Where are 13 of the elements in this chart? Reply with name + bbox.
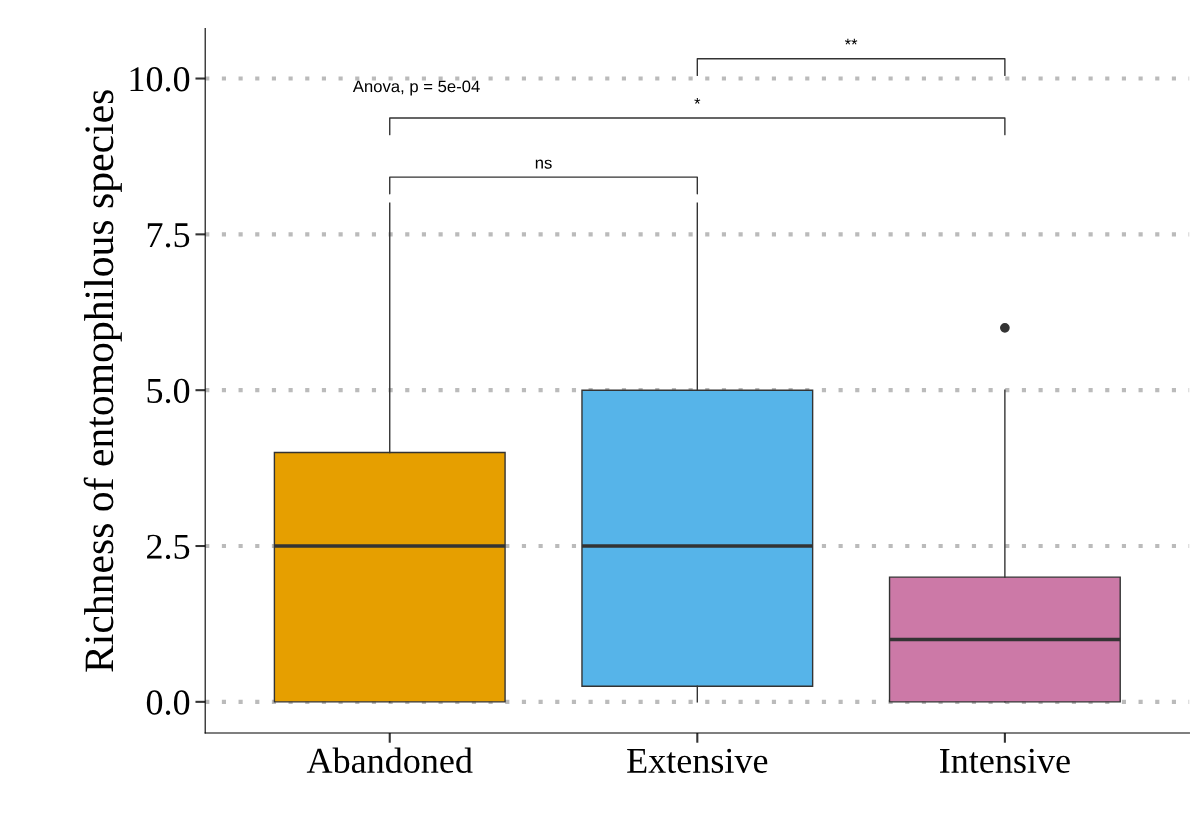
annotation: ns (535, 159, 552, 169)
y-axis-title: Richness of entomophilous species (83, 90, 122, 672)
y-tick-label: 7.5 (147, 223, 190, 248)
y-tick-label: 5.0 (147, 378, 190, 404)
annotation: Anova, p = 5e-04 (352, 80, 480, 96)
y-tick-label: 2.5 (147, 534, 190, 560)
y-tick-label: 10.0 (130, 67, 190, 92)
annotation: ** (844, 38, 858, 45)
x-tick-label: Intensive (940, 748, 1070, 773)
y-tick-label: 0.0 (146, 690, 190, 715)
annotation: * (694, 97, 701, 104)
x-tick-label: Extensive (627, 748, 768, 773)
x-tick-label: Abandoned (306, 747, 473, 773)
